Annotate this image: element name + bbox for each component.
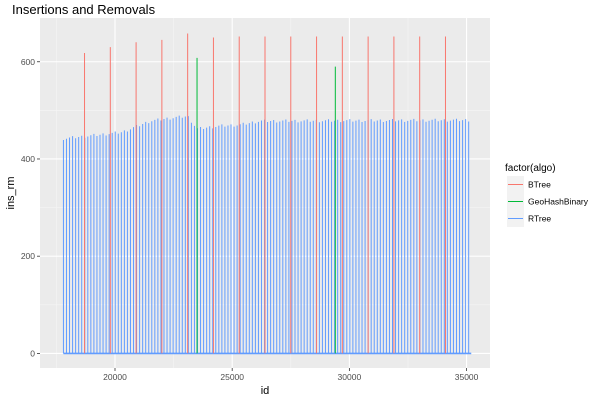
legend: factor(algo) BTree GeoHashBinary RTree xyxy=(505,163,589,227)
legend-label-geohashbinary: GeoHashBinary xyxy=(528,197,589,207)
x-tick-label: 20000 xyxy=(103,372,127,382)
y-tick-label: 0 xyxy=(30,348,35,358)
y-tick-label: 600 xyxy=(21,57,35,67)
legend-label-rtree: RTree xyxy=(528,214,551,224)
y-tick-label: 200 xyxy=(21,251,35,261)
x-tick-label: 30000 xyxy=(338,372,362,382)
x-tick-label: 35000 xyxy=(455,372,479,382)
x-axis-ticks: 20000 25000 30000 35000 xyxy=(103,368,479,382)
x-tick-label: 25000 xyxy=(220,372,244,382)
chart-title: Insertions and Removals xyxy=(12,2,156,17)
y-axis-ticks: 0 200 400 600 xyxy=(21,57,40,358)
y-tick-label: 400 xyxy=(21,154,35,164)
y-axis-title: ins_rm xyxy=(5,176,17,209)
legend-title: factor(algo) xyxy=(505,163,556,174)
x-axis-title: id xyxy=(261,385,270,397)
legend-label-btree: BTree xyxy=(528,180,551,190)
data-series xyxy=(62,33,472,355)
